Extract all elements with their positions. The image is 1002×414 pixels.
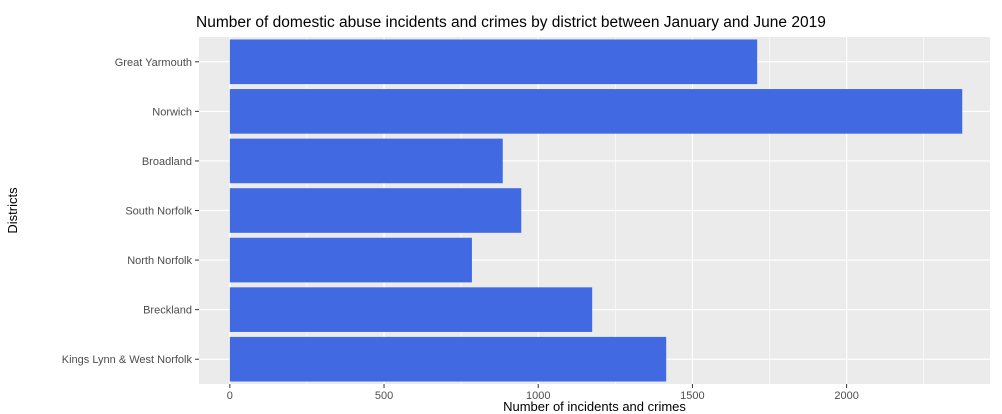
bar <box>229 287 593 332</box>
x-tick-label: 0 <box>227 390 233 402</box>
y-tick-label: North Norfolk <box>127 255 192 267</box>
x-tick-label: 500 <box>375 390 393 402</box>
bar <box>229 237 472 283</box>
bars <box>229 39 963 382</box>
y-tick-label: Great Yarmouth <box>115 57 192 69</box>
bar <box>229 188 522 233</box>
bar <box>229 336 667 382</box>
y-axis-title: Districts <box>5 187 20 234</box>
y-tick-label: Norwich <box>152 106 192 118</box>
chart-title: Number of domestic abuse incidents and c… <box>196 14 826 31</box>
bar <box>229 89 963 134</box>
bar <box>229 39 758 85</box>
y-axis: Great Yarmouth Norwich Broadland South Norf… <box>62 57 199 366</box>
y-tick-label: Kings Lynn & West Norfolk <box>62 354 193 366</box>
x-axis-title: Number of incidents and crimes <box>503 399 686 414</box>
x-tick-label: 1500 <box>680 390 704 402</box>
y-tick-label: Breckland <box>143 305 192 317</box>
bar <box>229 138 503 184</box>
x-axis: 0 500 1000 1500 2000 <box>227 384 859 402</box>
y-tick-label: South Norfolk <box>125 206 192 218</box>
x-tick-label: 2000 <box>834 390 858 402</box>
y-tick-label: Broadland <box>142 156 192 168</box>
x-tick-label: 1000 <box>526 390 550 402</box>
